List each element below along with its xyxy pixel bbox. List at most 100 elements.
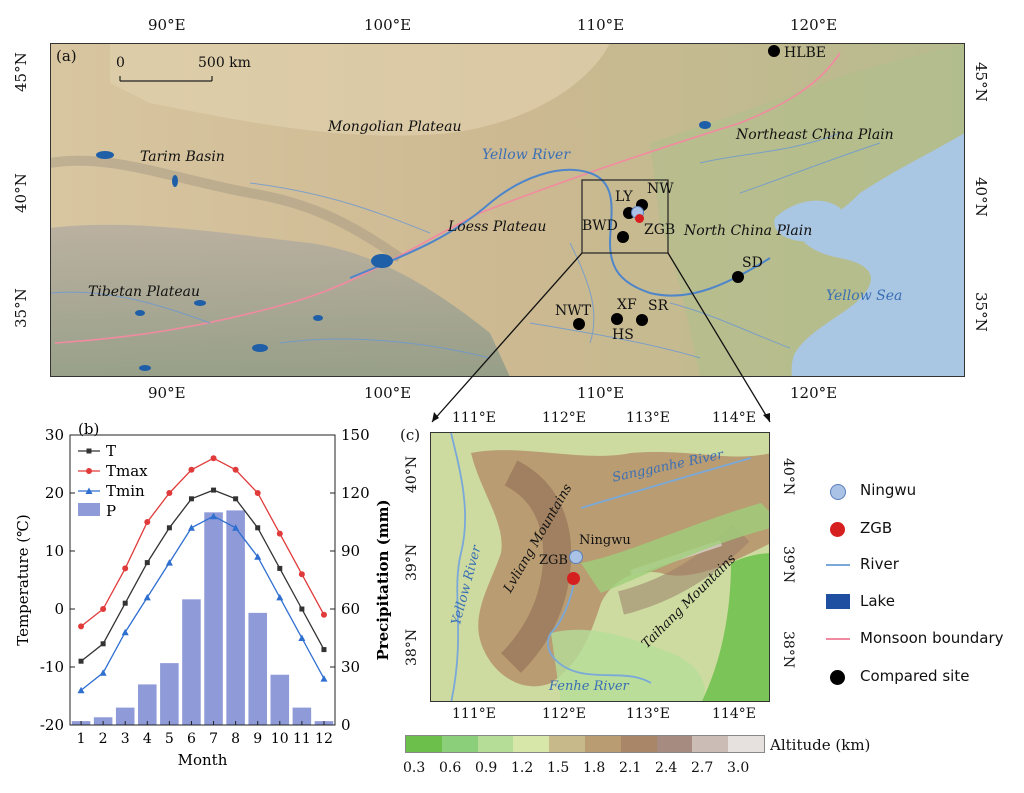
legend-circle-icon: [830, 522, 845, 537]
altitude-color-swatch: [513, 736, 550, 752]
x-tick-label: 2: [99, 731, 108, 747]
data-point-circle: [320, 611, 327, 618]
data-point-triangle: [143, 593, 151, 601]
legend-label: T: [106, 442, 116, 460]
lon-label-top: 110°E: [577, 16, 625, 34]
altitude-color-swatch: [441, 736, 478, 752]
altitude-tick-label: 0.9: [475, 760, 498, 776]
legend-item-lake: Lake: [826, 591, 1021, 613]
desert-area: [110, 43, 610, 136]
altitude-title: Altitude (km): [770, 736, 871, 754]
monsoon-boundary-line: [54, 52, 841, 344]
study-area-box: [581, 179, 669, 254]
data-point-square: [255, 525, 261, 531]
precip-bar: [182, 599, 201, 725]
lon-label-top: 90°E: [148, 16, 186, 34]
lvliang-high-ridge: [500, 460, 572, 673]
precip-bar: [270, 674, 290, 725]
legend-circle-icon: [830, 484, 846, 500]
river-line: [49, 132, 881, 359]
altitude-tick-label: 0.3: [403, 760, 426, 776]
y-tick-label: 0: [54, 600, 64, 618]
precip-bar: [115, 707, 135, 725]
altitude-tick-label: 1.8: [583, 760, 606, 776]
lon-label-top: 100°E: [364, 16, 412, 34]
bohai-bay: [774, 200, 843, 242]
lake-marker: [96, 151, 114, 159]
data-point-triangle: [254, 553, 262, 560]
data-point-circle: [276, 530, 283, 537]
precip-bar: [226, 510, 245, 725]
lake-marker: [699, 121, 711, 129]
panel-c-map-svg: [431, 433, 769, 701]
y2-tick-label: 90: [341, 542, 360, 560]
lon-label-top: 113°E: [626, 410, 670, 426]
data-point-circle: [210, 455, 217, 462]
river-label-fenhe: Fenhe River: [549, 679, 629, 694]
scale-bar-start: 0: [116, 55, 125, 71]
data-point-circle: [144, 519, 151, 525]
site-label-sr: SR: [648, 298, 669, 314]
site-label-xf: XF: [617, 297, 637, 313]
legend-label: P: [106, 502, 116, 520]
data-point-circle: [254, 490, 261, 496]
legend-marker: [86, 448, 92, 454]
precip-bar: [138, 684, 157, 725]
data-point-circle: [122, 565, 129, 572]
altitude-tick-label: 2.7: [691, 760, 714, 776]
legend-marker: [85, 487, 93, 494]
region-label: Northeast China Plain: [736, 127, 894, 143]
panel-b-label: (b): [78, 420, 99, 438]
lat-label-left: 40°N: [404, 455, 420, 493]
panel-c-label: (c): [400, 426, 421, 444]
y2-tick-label: 120: [341, 484, 370, 502]
panel-a-map: HLBE LY NW BWD ZGB SD XF NWT SR HS (a) 0…: [49, 43, 965, 377]
site-marker-bwd: [617, 231, 629, 243]
precip-bar: [160, 663, 179, 725]
data-point-square: [233, 496, 239, 502]
x-tick-label: 8: [231, 731, 240, 747]
data-point-triangle: [77, 686, 85, 694]
data-point-triangle: [165, 559, 173, 566]
data-point-triangle: [99, 669, 107, 676]
altitude-tick-label: 3.0: [727, 760, 750, 776]
tibetan-plateau-area: [50, 224, 510, 377]
legend-label: Tmax: [106, 462, 148, 480]
lake-marker: [194, 300, 206, 306]
data-point-circle: [188, 466, 195, 473]
taihang-high-ridge: [617, 524, 750, 615]
river-label: Yellow River: [482, 147, 571, 163]
altitude-tick-label: 2.1: [619, 760, 642, 776]
site-marker-xf: [611, 313, 623, 325]
legend-label: Lake: [860, 592, 895, 610]
yellow-river-line: [349, 168, 771, 297]
lon-label-top: 120°E: [790, 16, 838, 34]
zgb-label: ZGB: [539, 553, 568, 568]
y-tick-label: -20: [40, 716, 64, 734]
legend-marker: [86, 468, 92, 474]
temperature-line: [80, 489, 325, 662]
altitude-color-swatch: [656, 736, 693, 752]
panel-a-map-svg: [49, 43, 965, 377]
lat-label-right: 38°N: [780, 631, 796, 669]
x-tick-label: 5: [165, 731, 174, 747]
lon-label-bottom: 90°E: [148, 384, 186, 402]
data-point-square: [78, 658, 84, 664]
altitude-color-swatch: [620, 736, 657, 752]
data-point-square: [122, 600, 128, 606]
lon-label-bottom: 110°E: [577, 384, 625, 402]
site-label-zgb: ZGB: [644, 222, 676, 238]
data-point-circle: [78, 623, 85, 630]
data-point-square: [166, 525, 172, 531]
legend-label: ZGB: [860, 519, 893, 537]
x-tick-label: 10: [271, 731, 289, 747]
altitude-color-swatch: [728, 736, 764, 752]
x-tick-label: 11: [293, 731, 311, 747]
legend-item-monsoon: Monsoon boundary: [826, 628, 1021, 650]
panel-c-map: Sangganhe River Yellow River Lvliang Mou…: [430, 432, 770, 702]
data-point-square: [321, 647, 327, 653]
y-tick-label: -10: [40, 658, 64, 676]
data-point-triangle: [210, 512, 218, 520]
temperature-line: [80, 515, 325, 691]
legend-line-icon: [826, 564, 850, 566]
